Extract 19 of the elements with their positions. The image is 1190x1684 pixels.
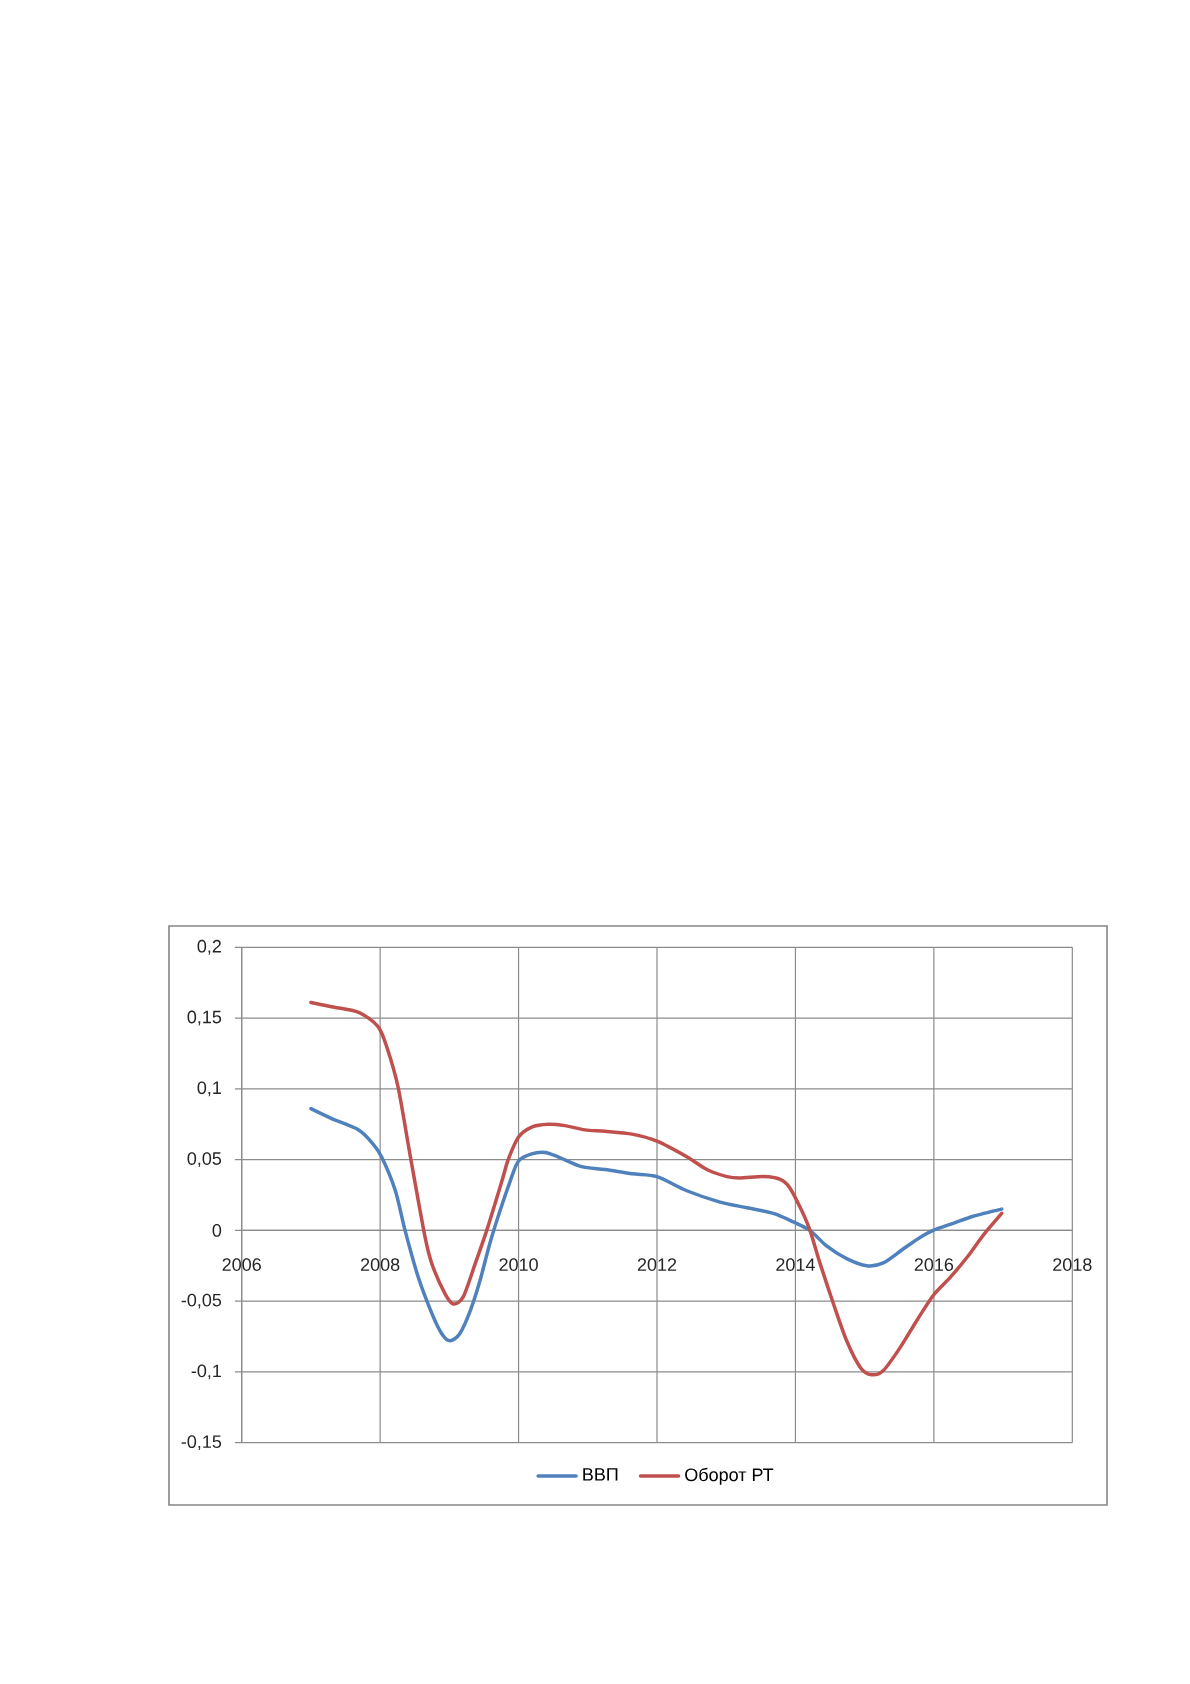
- y-tick-label: -0,05: [181, 1293, 222, 1309]
- y-tick-label: 0,05: [187, 1152, 222, 1168]
- y-tick-label: -0,15: [181, 1435, 222, 1451]
- x-tick-label: 2008: [361, 1258, 400, 1271]
- x-tick-label: 2018: [1053, 1258, 1092, 1271]
- x-tick-label: 2016: [914, 1258, 954, 1271]
- legend-label: Оборот РТ: [685, 1467, 774, 1485]
- y-tick-label: 0: [212, 1224, 222, 1237]
- legend-label: ВВП: [583, 1468, 618, 1481]
- y-tick-label: -0,1: [191, 1364, 221, 1380]
- line-series: [309, 1000, 1004, 1377]
- y-tick-label: 0,1: [197, 1081, 221, 1097]
- y-tick-label: 0,15: [187, 1010, 222, 1026]
- line-series: [309, 1106, 1004, 1343]
- y-tick-label: 0,2: [197, 939, 221, 955]
- x-tick-label: 2006: [222, 1258, 261, 1271]
- x-tick-label: 2010: [499, 1258, 538, 1271]
- x-tick-label: 2014: [776, 1258, 815, 1271]
- x-tick-label: 2012: [637, 1258, 677, 1271]
